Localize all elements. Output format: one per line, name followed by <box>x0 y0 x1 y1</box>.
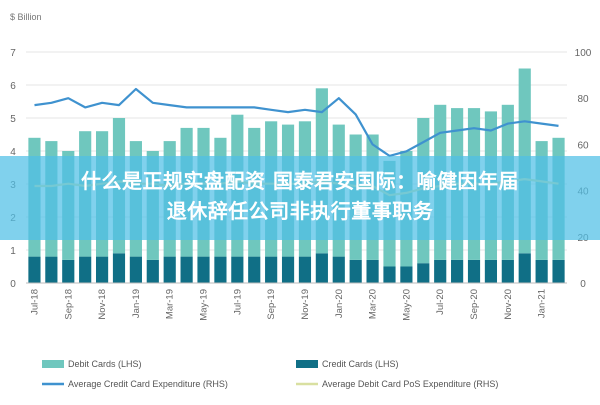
headline-line-1: 什么是正规实盘配资 国泰君安国际：喻健因年届 <box>81 169 519 193</box>
bar-credit-cards <box>45 256 58 283</box>
x-tick-label: Jan-20 <box>334 289 345 318</box>
bar-credit-cards <box>451 259 464 283</box>
bar-credit-cards <box>552 259 565 283</box>
bar-credit-cards <box>79 256 92 283</box>
headline-text: 什么是正规实盘配资 国泰君安国际：喻健因年届 退休辞任公司非执行董事职务 <box>0 166 600 226</box>
bar-credit-cards <box>146 259 159 283</box>
x-tick-label: Nov-20 <box>503 289 514 320</box>
bar-credit-cards <box>129 256 142 283</box>
bar-credit-cards <box>535 259 548 283</box>
legend-label: Average Credit Card Expenditure (RHS) <box>68 379 228 389</box>
x-tick-label: May-19 <box>199 289 210 321</box>
bar-credit-cards <box>518 253 531 283</box>
legend-swatch <box>42 360 64 368</box>
left-tick-label: 7 <box>10 48 16 59</box>
bar-credit-cards <box>180 256 193 283</box>
right-tick-label: 0 <box>580 279 586 290</box>
x-tick-label: Nov-18 <box>97 289 108 320</box>
bar-credit-cards <box>434 259 447 283</box>
x-tick-label: Sep-19 <box>266 289 277 320</box>
bar-credit-cards <box>28 256 41 283</box>
bar-credit-cards <box>315 253 328 283</box>
bar-credit-cards <box>349 259 362 283</box>
units-label: $ Billion <box>10 12 42 22</box>
x-tick-label: Jul-18 <box>29 289 40 315</box>
bar-credit-cards <box>197 256 210 283</box>
bar-credit-cards <box>248 256 261 283</box>
x-tick-label: Jul-20 <box>435 289 446 315</box>
bar-credit-cards <box>484 259 498 283</box>
bar-credit-cards <box>163 256 176 283</box>
left-tick-label: 1 <box>10 246 16 257</box>
bar-credit-cards <box>383 266 396 283</box>
x-tick-label: Jan-21 <box>537 289 548 318</box>
legend-label: Credit Cards (LHS) <box>322 359 399 369</box>
left-tick-label: 5 <box>10 114 16 125</box>
legend-label: Average Debit Card PoS Expenditure (RHS) <box>322 379 498 389</box>
headline-line-2: 退休辞任公司非执行董事职务 <box>166 199 434 223</box>
bar-credit-cards <box>62 259 75 283</box>
legend-swatch <box>296 360 318 368</box>
x-tick-label: Jul-19 <box>232 289 243 315</box>
right-tick-label: 80 <box>577 94 589 105</box>
x-tick-label: Nov-19 <box>300 289 311 320</box>
x-tick-label: Jan-19 <box>131 289 142 318</box>
x-tick-label: Mar-19 <box>165 289 176 319</box>
bar-credit-cards <box>214 256 227 283</box>
right-tick-label: 60 <box>577 140 589 151</box>
x-tick-label: Sep-18 <box>63 289 74 320</box>
bar-credit-cards <box>231 256 244 283</box>
legend-label: Debit Cards (LHS) <box>68 359 142 369</box>
bar-credit-cards <box>417 263 430 283</box>
bar-credit-cards <box>298 256 312 283</box>
bar-credit-cards <box>467 259 481 283</box>
left-tick-label: 6 <box>10 81 16 92</box>
bar-credit-cards <box>95 256 109 283</box>
bar-credit-cards <box>332 256 345 283</box>
left-tick-label: 0 <box>10 279 16 290</box>
bar-credit-cards <box>112 253 126 283</box>
x-tick-label: Mar-20 <box>368 289 379 319</box>
bar-credit-cards <box>265 256 278 283</box>
bar-credit-cards <box>501 259 514 283</box>
x-tick-label: Sep-20 <box>469 289 480 320</box>
left-tick-label: 4 <box>10 147 16 158</box>
x-tick-label: May-20 <box>401 289 412 321</box>
line-credit-card-expenditure <box>34 87 559 157</box>
right-tick-label: 100 <box>575 48 592 59</box>
bar-credit-cards <box>281 256 295 283</box>
bar-credit-cards <box>400 266 413 283</box>
bar-credit-cards <box>366 259 379 283</box>
headline-banner <box>0 156 600 240</box>
